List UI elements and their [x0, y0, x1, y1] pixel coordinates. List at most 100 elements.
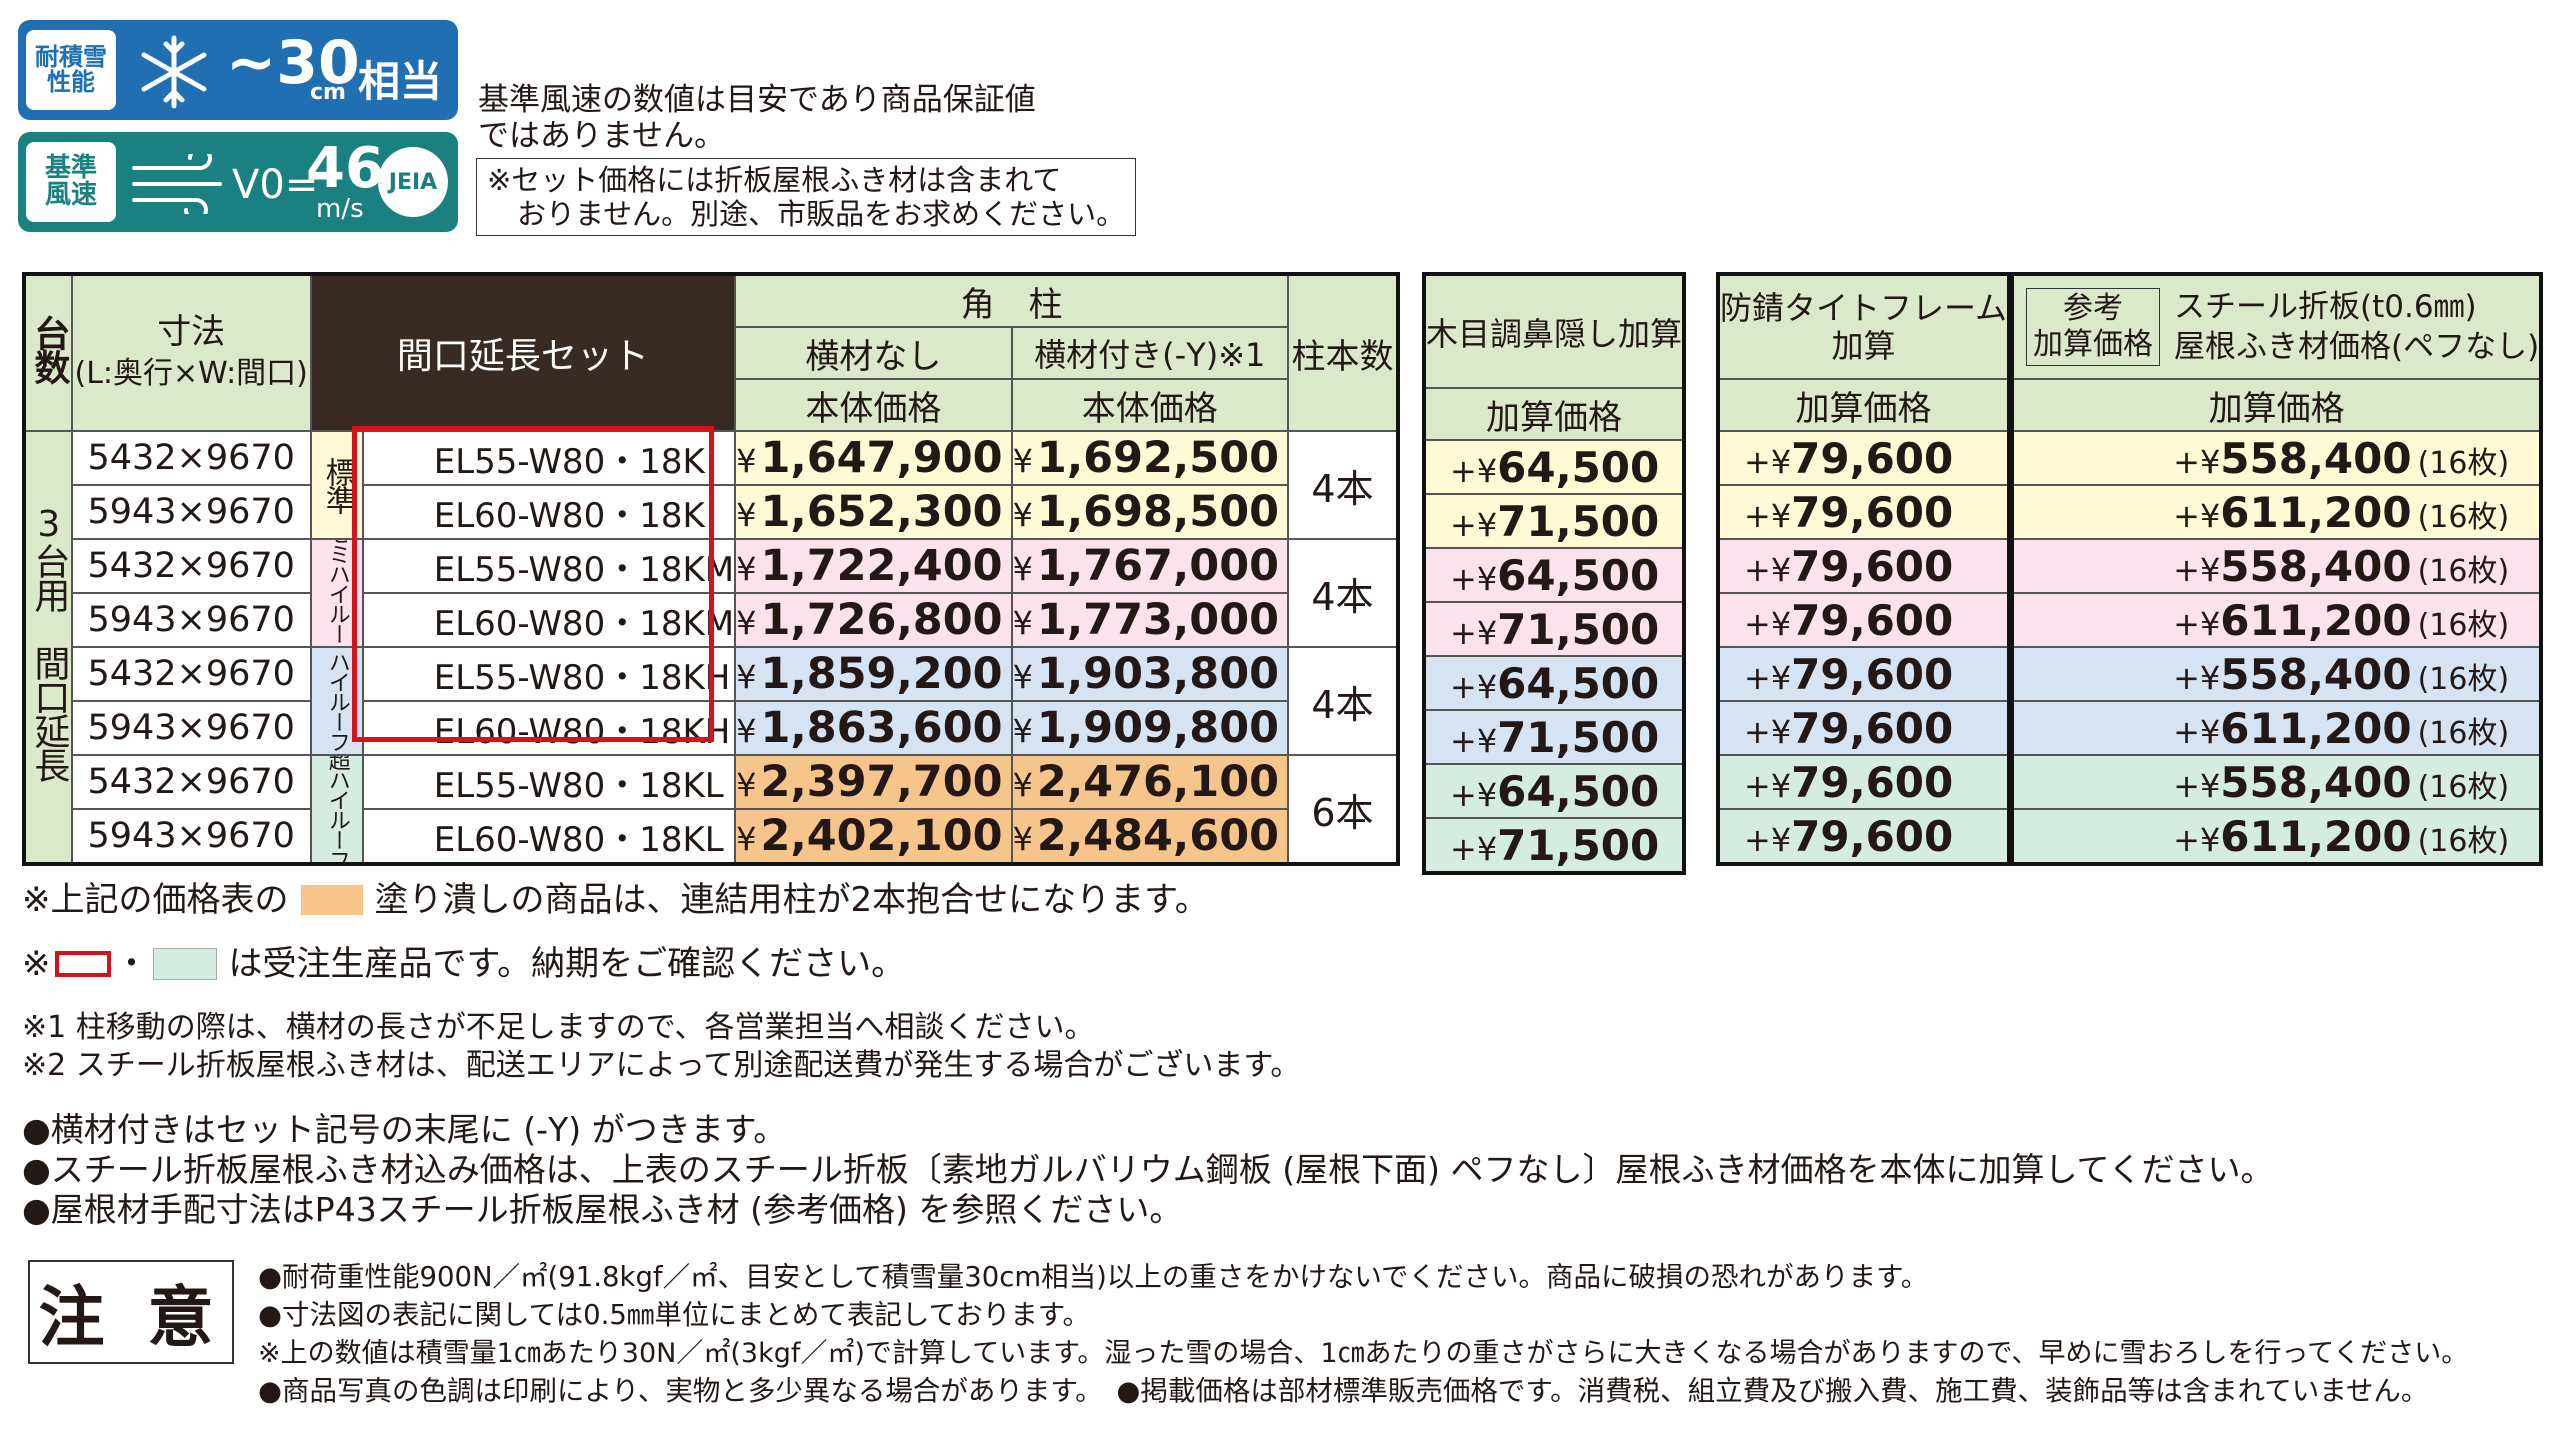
wind-speed-prefix: V0=	[232, 162, 319, 208]
wind-speed-value: 46	[306, 136, 384, 201]
steel-roof-subheader: 加算価格	[2010, 378, 2543, 432]
size-cell: 5432×9670	[70, 538, 312, 594]
size-cell: 5943×9670	[70, 808, 312, 865]
table-row: 5943×9670 EL60-W80・18KM ¥1,726,800 ¥1,773,0…	[24, 592, 1398, 648]
addon-price-cell: +¥64,500	[1422, 547, 1686, 603]
snow-load-label: 耐積雪 性能	[26, 30, 116, 110]
price-no-beam: ¥1,722,400	[734, 538, 1013, 594]
caution-note-3: ※上の数値は積雪量1㎝あたり30N／㎡(3kgf／㎡)で計算しています。湿った雪…	[258, 1338, 2469, 1369]
wind-speed-label: 基準 風速	[26, 142, 116, 222]
addon-price-cell: +¥611,200 (16枚)	[2010, 700, 2543, 756]
set-code-cell: EL60-W80・18KL	[309, 808, 737, 865]
side-label: 3台用 間口延長	[23, 430, 73, 865]
table-row: +¥79,600	[1716, 700, 2011, 756]
body-price-header: 本体価格	[734, 378, 1013, 432]
price-no-beam: ¥1,863,600	[734, 700, 1013, 756]
post-header: 角 柱	[734, 273, 1290, 328]
addon-price-cell: +¥71,500	[1422, 709, 1686, 765]
size-cell: 5943×9670	[70, 484, 312, 540]
table-row: +¥79,600	[1716, 808, 2011, 865]
wind-speed-badge: 基準 風速 V0= 46 m/s JEIA	[18, 132, 458, 232]
addon-price-cell: +¥79,600	[1716, 484, 2011, 540]
caution-note-4: ●商品写真の色調は印刷により、実物と多少異なる場合があります。 ●掲載価格は部材…	[258, 1375, 2429, 1407]
addon-price-cell: +¥611,200 (16枚)	[2010, 484, 2543, 540]
wood-addon-subheader: 加算価格	[1422, 387, 1686, 441]
units-header: 台数	[23, 273, 73, 432]
table-row: 5432×9670 セミハイルーフ EL55-W80・18KM ¥1,722,400…	[24, 538, 1399, 648]
table-row: +¥558,400 (16枚)	[2010, 430, 2543, 486]
post-count-cell: 4本	[1287, 430, 1399, 540]
addon-price-cell: +¥558,400 (16枚)	[2010, 646, 2543, 702]
price-with-beam: ¥1,773,000	[1010, 592, 1290, 648]
price-with-beam: ¥2,476,100	[1010, 754, 1290, 810]
caution-note-2: ●寸法図の表記に関しては0.5㎜単位にまとめて表記しております。	[258, 1299, 1090, 1331]
snow-load-suffix: 相当	[358, 57, 443, 106]
snow-load-badge: 耐積雪 性能 ~30 cm 相当	[18, 20, 458, 120]
price-with-beam: ¥1,698,500	[1010, 484, 1290, 540]
addon-price-cell: +¥611,200 (16枚)	[2010, 808, 2543, 865]
addon-price-cell: +¥79,600	[1716, 538, 2011, 594]
bullet-2: ●スチール折板屋根ふき材込み価格は、上表のスチール折板〔素地ガルバリウム鋼板 (…	[22, 1150, 2274, 1189]
steel-roof-table: 参考 加算価格 スチール折板(t0.6㎜) 屋根ふき材価格(ペフなし) 加算価格…	[2010, 272, 2544, 866]
frame-addon-table: 防錆タイトフレーム 加算 加算価格 +¥79,600 +¥79,600 +¥79,6…	[1716, 272, 2012, 866]
caution-label: 注 意	[28, 1260, 234, 1364]
table-row: +¥611,200 (16枚)	[2010, 592, 2543, 648]
frame-addon-header: 防錆タイトフレーム 加算	[1716, 273, 2011, 380]
wind-speed-note: 基準風速の数値は目安であり商品保証値 ではありません。	[478, 82, 1036, 154]
addon-price-cell: +¥64,500	[1422, 655, 1686, 711]
post-count-header: 柱本数	[1287, 273, 1399, 432]
addon-price-cell: +¥64,500	[1422, 439, 1686, 495]
wood-addon-table: 木目調鼻隠し加算 加算価格 +¥64,500 +¥71,500 +¥64,500 +¥…	[1422, 272, 1687, 875]
price-with-beam: ¥1,692,500	[1010, 430, 1290, 486]
price-with-beam: ¥1,767,000	[1010, 538, 1290, 594]
set-code-cell: EL60-W80・18KM	[309, 592, 737, 648]
table-row: +¥611,200 (16枚)	[2010, 700, 2543, 756]
set-header: 間口延長セット	[309, 273, 737, 432]
post-count-cell: 6本	[1287, 754, 1399, 865]
price-with-beam: ¥2,484,600	[1010, 808, 1290, 865]
footnote-1: ※1 柱移動の際は、横材の長さが不足しますので、各営業担当へ相談ください。	[22, 1010, 1095, 1045]
set-code-cell: EL60-W80・18KH	[309, 700, 737, 756]
set-code-cell: EL60-W80・18K	[309, 484, 737, 540]
table-row: +¥79,600	[1716, 754, 2011, 810]
addon-price-cell: +¥71,500	[1422, 601, 1686, 657]
price-no-beam: ¥2,402,100	[734, 808, 1013, 865]
footnote-filled: ※上記の価格表の 塗り潰しの商品は、連結用柱が2本抱合せになります。	[22, 880, 1209, 920]
table-row: +¥79,600	[1716, 592, 2011, 648]
table-row: +¥558,400 (16枚)	[2010, 538, 2543, 594]
bullet-3: ●屋根材手配寸法はP43スチール折板屋根ふき材 (参考価格) を参照ください。	[22, 1190, 1183, 1229]
price-no-beam: ¥2,397,700	[734, 754, 1013, 810]
snow-load-value: ~30	[226, 28, 360, 98]
snowflake-icon	[141, 35, 207, 109]
size-cell: 5943×9670	[70, 700, 312, 756]
addon-price-cell: +¥79,600	[1716, 700, 2011, 756]
addon-price-cell: +¥558,400 (16枚)	[2010, 430, 2543, 486]
table-row: +¥558,400 (16枚)	[2010, 754, 2543, 810]
made-to-order-outline	[352, 426, 714, 742]
orange-swatch	[300, 885, 363, 915]
table-row: 5432×9670 ハイルーフ EL55-W80・18KH ¥1,859,200 ¥1…	[24, 646, 1399, 756]
table-row: 3台用 間口延長 5432×9670 標準 EL55-W80・18K ¥1,647,9…	[23, 430, 1399, 865]
jeia-logo: JEIA	[378, 147, 448, 217]
price-with-beam: ¥1,903,800	[1010, 646, 1290, 702]
size-cell: 5432×9670	[70, 754, 312, 810]
table-row: +¥79,600	[1716, 430, 2011, 486]
addon-price-cell: +¥558,400 (16枚)	[2010, 538, 2543, 594]
size-cell: 5432×9670	[70, 430, 312, 486]
size-cell: 5432×9670	[70, 646, 312, 702]
post-count-cell: 4本	[1287, 538, 1399, 648]
table-row: +¥64,500	[1422, 547, 1686, 603]
price-with-beam: ¥1,909,800	[1010, 700, 1290, 756]
addon-price-cell: +¥79,600	[1716, 808, 2011, 865]
table-row: +¥611,200 (16枚)	[2010, 484, 2543, 540]
addon-price-cell: +¥79,600	[1716, 646, 2011, 702]
addon-price-cell: +¥79,600	[1716, 754, 2011, 810]
price-no-beam: ¥1,652,300	[734, 484, 1013, 540]
table-row: +¥64,500	[1422, 763, 1686, 819]
no-beam-header: 横材なし	[734, 326, 1013, 380]
size-header: 寸法 (L:奥行×W:間口)	[70, 273, 312, 432]
table-row: +¥71,500	[1422, 709, 1686, 765]
table-row: +¥64,500	[1422, 655, 1686, 711]
bullet-1: ●横材付きはセット記号の末尾に (-Y) がつきます。	[22, 1110, 787, 1149]
price-no-beam: ¥1,859,200	[734, 646, 1013, 702]
